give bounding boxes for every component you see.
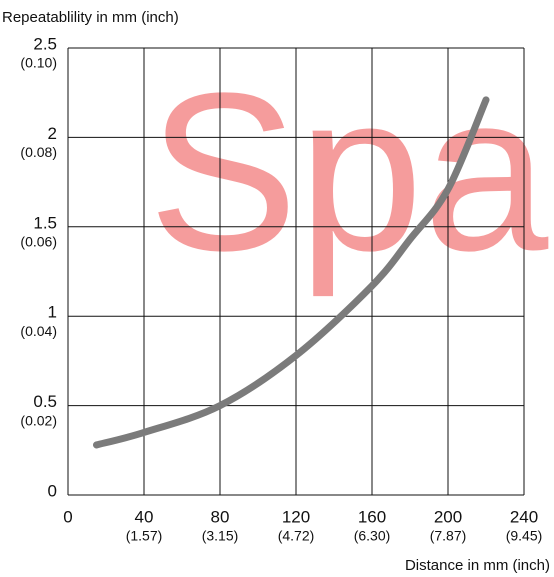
y-tick-label: 0 [48, 481, 57, 500]
y-tick-inch-label: (0.06) [20, 234, 57, 250]
x-tick-label: 120 [282, 507, 310, 526]
y-tick-inch-label: (0.10) [20, 55, 57, 71]
x-tick-label: 0 [63, 507, 72, 526]
x-tick-label: 80 [211, 507, 230, 526]
y-tick-inch-label: (0.08) [20, 144, 57, 160]
x-tick-inch-label: (6.30) [354, 528, 391, 544]
x-tick-inch-label: (1.57) [126, 528, 163, 544]
x-axis-label: Distance in mm (inch) [405, 557, 550, 574]
x-tick-label: 160 [358, 507, 386, 526]
watermark: Spar [148, 45, 554, 297]
y-tick-inch-label: (0.04) [20, 323, 57, 339]
x-tick-inch-label: (4.72) [278, 528, 315, 544]
x-tick-inch-label: (7.87) [430, 528, 467, 544]
y-tick-label: 2 [48, 124, 57, 143]
y-tick-label: 2.5 [33, 34, 57, 53]
y-tick-label: 0.5 [33, 392, 57, 411]
x-tick-inch-label: (3.15) [202, 528, 239, 544]
x-tick-label: 200 [434, 507, 462, 526]
x-tick-inch-label: (9.45) [506, 528, 543, 544]
y-tick-label: 1 [48, 303, 57, 322]
x-tick-label: 240 [510, 507, 538, 526]
y-axis-label: Repeatablility in mm (inch) [2, 9, 179, 26]
y-tick-label: 1.5 [33, 213, 57, 232]
x-tick-label: 40 [135, 507, 154, 526]
curve [93, 96, 490, 449]
y-tick-inch-label: (0.02) [20, 412, 57, 428]
